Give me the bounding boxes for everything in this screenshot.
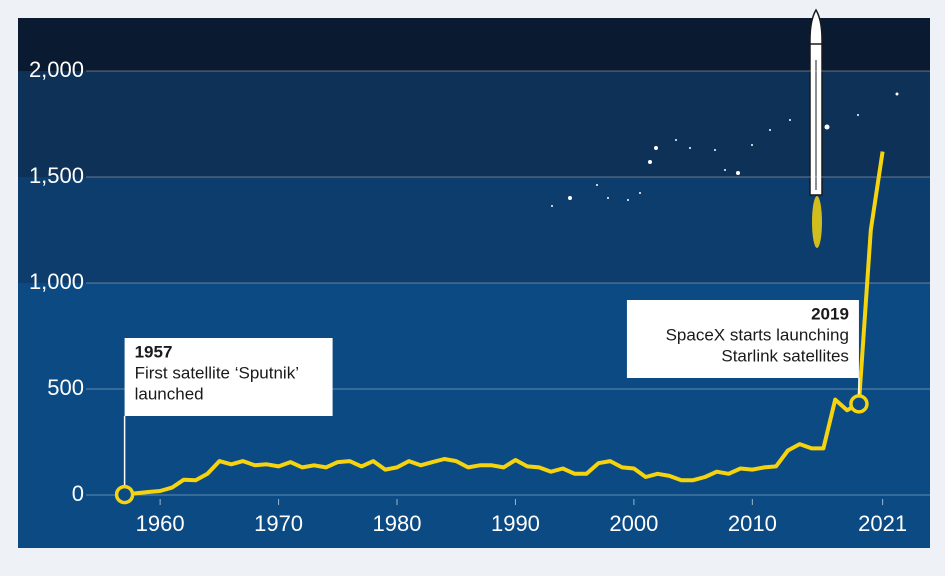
data-line [124, 151, 885, 497]
annotation-box [626, 300, 859, 378]
annotation-text: First satellite ‘Sputnik’ [135, 363, 299, 382]
y-tick-label: 1,500 [29, 163, 84, 188]
y-tick-label: 500 [47, 375, 84, 400]
band [18, 177, 930, 283]
annotation-marker [849, 394, 869, 414]
x-tick-label: 1960 [136, 511, 185, 536]
annotation-box [124, 338, 333, 416]
annotation-title: 1957 [135, 342, 173, 361]
band [18, 18, 930, 71]
annotation-text: Starlink satellites [721, 346, 849, 365]
x-tick-label: 2021 [858, 511, 907, 536]
rocket [551, 8, 899, 248]
x-tick-label: 2010 [728, 511, 777, 536]
y-tick-label: 0 [72, 481, 84, 506]
annotation-text: launched [135, 384, 204, 403]
annotation-text: SpaceX starts launching [666, 325, 849, 344]
x-tick-label: 1970 [254, 511, 303, 536]
x-tick-label: 1980 [373, 511, 422, 536]
annotation-marker [114, 484, 135, 505]
annotation-title: 2019 [811, 304, 849, 323]
band [18, 71, 930, 177]
x-tick-label: 1990 [491, 511, 540, 536]
y-tick-label: 2,000 [29, 57, 84, 82]
y-tick-label: 1,000 [29, 269, 84, 294]
x-tick-label: 2000 [609, 511, 658, 536]
